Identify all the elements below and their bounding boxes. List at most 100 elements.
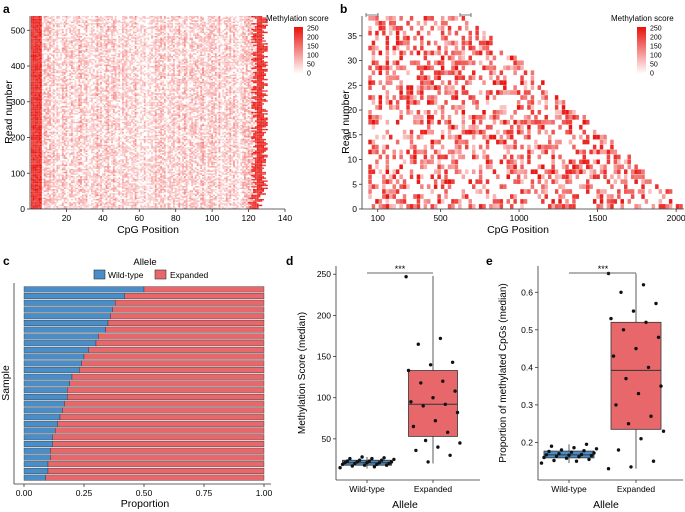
heatmap-cell [169,127,172,129]
heatmap-cell [198,153,201,155]
heatmap-cell [134,133,137,135]
heatmap-cell [122,190,124,192]
heatmap-cell [244,156,246,158]
heatmap-cell [118,163,121,165]
heatmap-cell [132,193,135,195]
heatmap-cell [209,187,212,190]
heatmap-cell [209,197,212,200]
heatmap-cell [85,193,88,195]
heatmap-cell [247,159,250,161]
heatmap-cell [227,154,230,157]
heatmap-cell [167,190,170,192]
heatmap-cell [143,161,146,164]
heatmap-cell [76,157,79,159]
heatmap-cell [127,204,130,207]
heatmap-cell [131,153,133,155]
heatmap-cell [94,201,97,204]
heatmap-cell [180,154,183,157]
heatmap-cell [251,127,254,129]
heatmap-cell [247,170,250,172]
heatmap-cell [109,177,112,179]
heatmap-cell [127,181,130,184]
heatmap-cell [234,159,237,161]
heatmap-cell [100,161,102,164]
heatmap-cell [151,153,153,155]
heatmap-cell [233,151,235,154]
heatmap-cell [242,137,245,139]
heatmap-cell [227,141,230,144]
heatmap-cell [211,176,214,178]
heatmap-cell [180,147,183,149]
heatmap-cell [253,176,255,178]
heatmap-cell [167,144,170,147]
heatmap-cell [191,147,194,149]
heatmap-cell [98,164,101,167]
heatmap-cell [156,207,159,210]
heatmap-cell [185,186,188,188]
heatmap-cell [107,167,110,169]
heatmap-cell [63,138,66,141]
heatmap-cell [65,163,68,165]
heatmap-cell [203,181,206,184]
heatmap-cell [116,143,119,145]
heatmap-cell [203,179,206,181]
heatmap-cell [63,134,66,137]
heatmap-cell [165,184,168,187]
heatmap-cell [81,154,84,157]
heatmap-cell [92,176,95,178]
heatmap-cell [36,161,39,164]
heatmap-cell [101,144,104,147]
heatmap-cell [225,184,228,187]
heatmap-cell [253,186,255,188]
heatmap-cell [80,169,82,171]
heatmap-cell [191,130,194,132]
heatmap-cell [50,173,53,175]
heatmap-cell [40,166,42,168]
heatmap-cell [162,197,164,200]
heatmap-cell [254,138,257,141]
heatmap-cell [185,197,188,200]
heatmap-cell [52,183,55,185]
heatmap-cell [131,157,133,159]
heatmap-cell [260,147,263,149]
heatmap-cell [105,159,108,161]
heatmap-cell [45,194,48,197]
heatmap-cell [71,141,73,144]
heatmap-cell [38,203,41,205]
heatmap-cell [167,137,170,139]
heatmap-cell [185,181,188,184]
heatmap-cell [138,154,141,157]
heatmap-cell [229,150,232,152]
heatmap-cell [61,161,64,164]
heatmap-cell [220,196,223,198]
heatmap-cell [30,137,33,139]
heatmap-cell [152,191,155,194]
heatmap-cell [92,159,95,161]
heatmap-cell [174,166,177,168]
heatmap-cell [229,144,232,147]
heatmap-cell [169,207,172,210]
heatmap-cell [238,156,241,158]
heatmap-cell [202,136,204,138]
heatmap-cell [214,171,217,174]
heatmap-cell [45,203,48,205]
heatmap-cell [224,157,226,159]
heatmap-cell [91,183,93,185]
heatmap-cell [189,200,192,202]
heatmap-cell [87,206,90,208]
heatmap-cell [91,136,93,138]
heatmap-cell [200,131,203,134]
heatmap-cell [187,180,190,182]
heatmap-cell [244,180,246,182]
heatmap-cell [149,173,152,175]
heatmap-cell [127,159,130,161]
heatmap-cell [163,169,166,171]
heatmap-cell [162,186,164,188]
heatmap-cell [65,184,68,187]
heatmap-cell [163,196,166,198]
heatmap-cell [101,157,104,159]
heatmap-cell [178,171,181,174]
heatmap-cell [47,151,50,154]
heatmap-cell [154,153,157,155]
heatmap-cell [56,131,59,134]
